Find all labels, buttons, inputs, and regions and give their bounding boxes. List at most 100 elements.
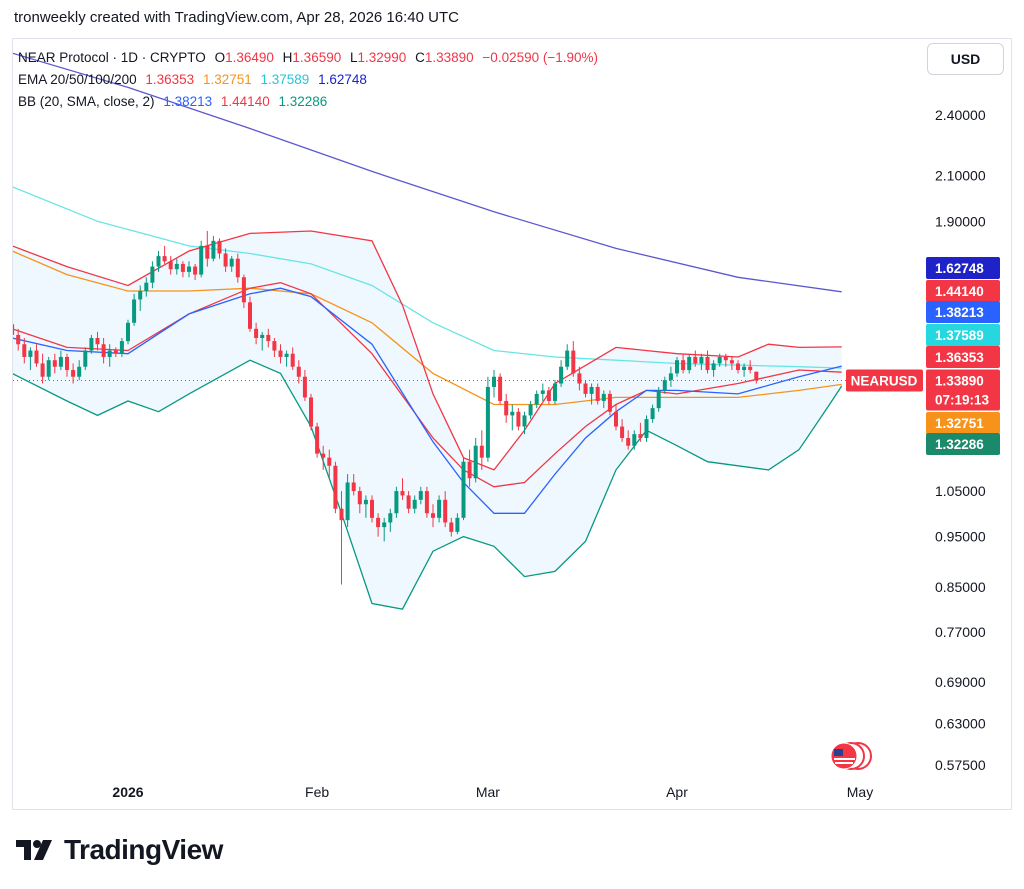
y-tick-label: 1.90000 <box>935 213 986 229</box>
currency-button[interactable]: USD <box>927 43 1004 75</box>
candle <box>723 353 728 367</box>
legend-ema200: 1.62748 <box>318 72 367 87</box>
candle <box>510 404 515 431</box>
candle <box>607 390 612 416</box>
candle <box>479 430 484 470</box>
candle <box>254 322 259 345</box>
candle <box>565 344 570 371</box>
candle <box>687 353 692 374</box>
y-tick-label: 0.77000 <box>935 624 986 640</box>
candle <box>248 296 252 332</box>
y-tick-label: 1.05000 <box>935 483 986 499</box>
candle <box>13 324 15 335</box>
x-tick-label: May <box>847 784 873 800</box>
price-badge: 1.33890 07:19:13 NEARUSD <box>846 369 1000 411</box>
bollinger-fill <box>13 231 842 610</box>
candle <box>589 383 594 405</box>
candle <box>382 517 387 542</box>
y-tick-label: 0.85000 <box>935 579 986 595</box>
candle <box>492 370 496 398</box>
bollinger-band-fill <box>13 231 842 610</box>
candle <box>235 253 240 283</box>
candle <box>400 478 405 500</box>
candle <box>736 360 740 374</box>
y-tick-label: 0.95000 <box>935 529 986 545</box>
candle <box>681 353 686 374</box>
candle <box>126 319 130 345</box>
symbol-badge <box>846 369 923 392</box>
price-badges: 1.62748 1.44140 1.38213 1.37589 1.36353 1.338… <box>846 257 1000 455</box>
legend-open: 1.36490 <box>225 50 274 65</box>
bb-lower-line <box>13 359 843 610</box>
candle <box>473 437 478 483</box>
price-badge: 1.44140 <box>926 280 1000 302</box>
candle <box>553 380 557 405</box>
candle <box>83 347 88 371</box>
candle <box>705 350 710 374</box>
y-tick-label: 2.10000 <box>935 168 986 184</box>
candle <box>309 393 313 431</box>
candle <box>656 386 661 412</box>
y-tick-label: 0.63000 <box>935 715 986 731</box>
candle <box>668 366 673 387</box>
candle <box>614 404 618 431</box>
svg-text:1.38213: 1.38213 <box>935 305 984 320</box>
candle <box>693 350 698 367</box>
x-tick-label: Feb <box>305 784 329 800</box>
candle <box>339 491 344 585</box>
candle <box>699 353 704 371</box>
candle <box>132 293 137 326</box>
candle <box>376 513 381 537</box>
legend-bb-label: BB (20, SMA, close, 2) <box>18 94 155 109</box>
candle <box>455 513 460 535</box>
price-badge: 1.32286 <box>926 433 1000 455</box>
candle <box>571 341 576 377</box>
candle <box>28 347 33 371</box>
candle <box>315 422 320 458</box>
legend-bb-row: BB (20, SMA, close, 2) 1.38213 1.44140 1… <box>18 91 603 113</box>
ema-100-line <box>13 186 842 369</box>
price-badge: 1.37589 <box>926 324 1000 346</box>
candle <box>357 486 362 514</box>
candle <box>351 474 356 496</box>
legend-symbol-row: NEAR Protocol · 1D · CRYPTO O1.36490 H1.… <box>18 47 603 69</box>
candle <box>363 495 368 518</box>
candle <box>467 449 472 487</box>
x-tick-label: 2026 <box>112 784 143 800</box>
candle <box>144 277 149 297</box>
candle <box>211 235 216 262</box>
y-tick-label: 2.40000 <box>935 107 986 123</box>
candle <box>534 390 539 409</box>
candle <box>437 495 442 523</box>
legend-ema100: 1.37589 <box>260 72 310 87</box>
indicator-lines <box>13 52 843 610</box>
candle <box>46 356 51 381</box>
candle <box>370 495 374 523</box>
candle <box>113 347 118 357</box>
legend-ema20: 1.36353 <box>145 72 195 87</box>
candle <box>199 240 204 278</box>
ema-20-line <box>13 282 842 488</box>
candle <box>522 411 527 435</box>
candle <box>327 449 332 479</box>
us-flag-icon[interactable] <box>826 740 874 772</box>
candle <box>412 495 417 514</box>
last-price-value: 1.33890 <box>935 373 984 388</box>
legend-h-label: H <box>282 50 293 65</box>
candle <box>577 366 582 391</box>
candle <box>272 337 277 357</box>
candle <box>16 328 21 351</box>
candle <box>95 331 100 351</box>
candle <box>449 517 454 537</box>
price-badge: 1.62748 <box>926 257 1000 279</box>
candle <box>461 457 466 521</box>
legend-l-label: L <box>350 50 358 65</box>
ema-200-line <box>13 52 842 293</box>
candle <box>89 334 94 354</box>
candle <box>516 408 521 431</box>
candle <box>52 353 57 374</box>
svg-text:1.44140: 1.44140 <box>935 284 984 299</box>
candle <box>345 474 350 528</box>
tradingview-brand[interactable]: TradingView <box>16 834 223 866</box>
